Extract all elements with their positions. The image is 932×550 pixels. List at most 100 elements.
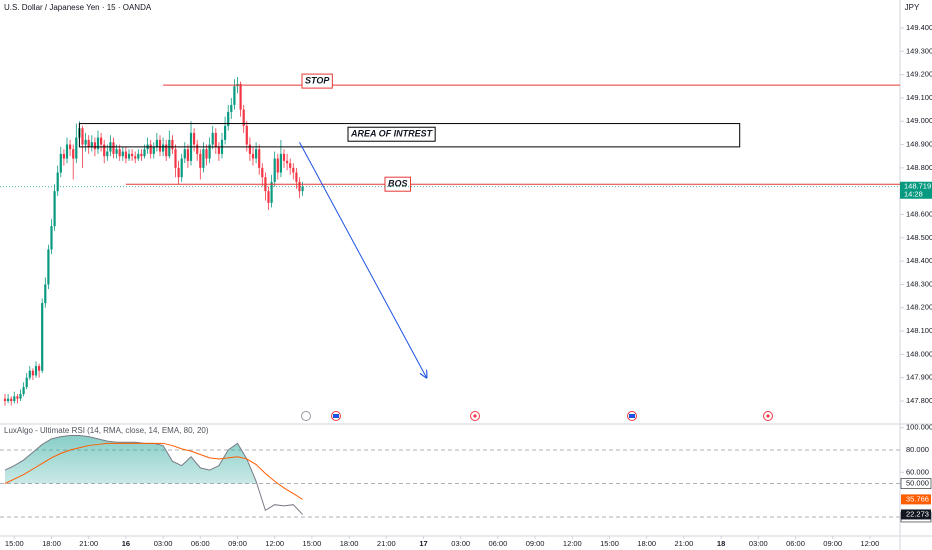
event-icon[interactable] [301,411,311,421]
candle-body [65,144,69,159]
candle-body [285,160,289,164]
rsi-value-label: 35.766 [906,494,929,503]
candle-body [69,144,72,150]
drawing-label: AREA OF INTREST [350,129,434,139]
candle-body [22,387,25,395]
candle-body [251,153,255,159]
candle-body [273,158,276,182]
candle-body [227,111,230,126]
flag-icon [629,414,635,418]
symbol-title: U.S. Dollar / Japanese Yen · 15 · OANDA [4,3,152,12]
candle-body [100,137,103,145]
x-tick-label: 12:00 [563,539,582,548]
candle-body [53,191,56,227]
price-pane: STOP AREA OF INTREST BOS [0,73,900,406]
event-dot [473,414,477,418]
indicator-title: LuxAlgo - Ultimate RSI (14, RMA, close, … [4,426,209,435]
y-tick-label: 148.400 [906,256,932,265]
candle-body [84,139,87,145]
x-tick-label: 15:00 [600,539,619,548]
drawing-label: STOP [305,75,330,85]
candle-body [196,144,199,154]
candle-body [245,125,248,145]
y-tick-label: 149.200 [906,70,932,79]
x-tick-label: 18:00 [637,539,656,548]
candle-body [62,153,66,159]
x-tick-label: 18:00 [42,539,61,548]
candle-body [90,142,93,147]
candle-body [124,151,128,159]
candle-body [152,146,155,154]
candle-body [261,167,264,178]
candle-body [134,156,137,159]
candle-body [44,284,47,304]
candle-body [205,149,208,159]
candle-body [254,149,258,159]
candle-body [193,132,196,145]
y-tick-label: 149.000 [906,116,932,125]
candle-body [165,144,168,157]
candle-body [233,86,236,105]
candle-body [3,398,7,402]
x-tick-label: 09:00 [823,539,842,548]
candle-body [177,167,180,178]
candle-body [270,181,273,203]
candle-body [199,153,202,168]
candle-body [56,172,59,192]
candle-body [202,149,205,168]
candle-body [149,144,152,154]
candle-body [289,163,292,168]
axes: 149.400 149.300 149.200 149.100 149.000 148.9… [5,23,932,548]
projection-arrow [299,141,426,377]
label-box [301,73,333,89]
candle-body [258,149,261,168]
candle-body [301,186,304,192]
x-tick-label: 03:00 [154,539,173,548]
x-tick-label: 06:00 [489,539,508,548]
currency-label: JPY [905,3,920,12]
candle-body [50,226,53,250]
x-tick-label: 21:00 [675,539,694,548]
x-tick-label: 06:00 [191,539,210,548]
candle-body [59,153,62,173]
candle-body [47,249,50,285]
last-price-badge [900,181,932,199]
countdown-label: 14:28 [904,190,923,199]
candle-body [112,142,115,154]
candle-body [75,137,78,159]
candle-body [276,158,279,173]
candle-body [211,132,214,145]
rsi-line [4,442,303,500]
candle-body [155,139,159,147]
candle-body [168,139,171,157]
label-box [347,126,436,142]
candle-body [25,377,28,388]
candle-body [214,132,217,147]
x-tick-label: 21:00 [79,539,98,548]
candle-body [7,398,10,402]
x-tick-label: 03:00 [451,539,470,548]
candle-body [93,142,97,150]
x-tick-label: 18 [717,539,725,548]
candle-body [183,149,186,159]
candle-body [186,149,190,161]
candle-body [96,137,100,150]
candle-body [115,149,118,154]
candle-body [248,144,251,154]
event-dot [766,414,770,418]
candle-body [208,144,211,159]
y-tick-label: 148.200 [906,303,932,312]
candle-body [223,125,227,140]
candle-body [10,398,13,402]
x-tick-label: 09:00 [526,539,545,548]
candle-body [131,153,134,157]
y-tick-label: 148.000 [906,349,932,358]
rsi-value-badge [901,509,931,520]
x-tick-label: 03:00 [749,539,768,548]
candle-body [72,149,75,159]
x-tick-label: 16 [122,539,130,548]
candle-body [13,396,16,402]
rsi-level-label: 80.000 [906,445,929,454]
x-tick-label: 09:00 [228,539,247,548]
x-tick-label: 21:00 [377,539,396,548]
